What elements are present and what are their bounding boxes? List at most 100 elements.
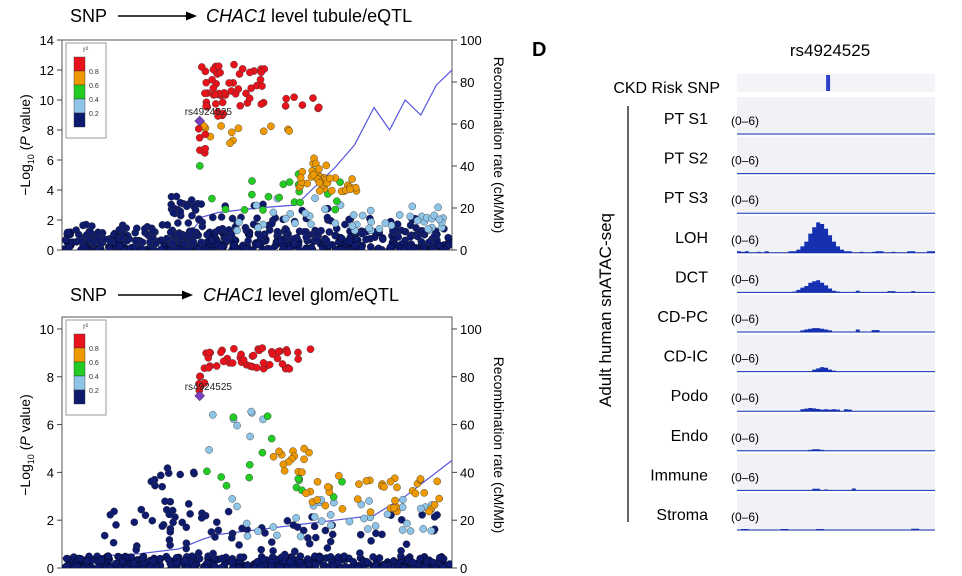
snp-point (97, 556, 106, 565)
snp-point (367, 537, 375, 545)
snp-point (325, 174, 334, 183)
snp-point (300, 455, 308, 464)
snp-point (197, 63, 206, 71)
snp-point (256, 75, 265, 84)
snp-point (245, 460, 254, 469)
snp-point (329, 561, 338, 568)
y-tick-label: 8 (47, 370, 54, 385)
y-tick-label: 2 (47, 213, 54, 228)
snp-point (438, 563, 447, 568)
snp-point (117, 233, 126, 242)
snp-point (375, 554, 384, 562)
snp-point (259, 127, 268, 136)
snp-point (321, 501, 330, 510)
snp-point (327, 521, 335, 530)
snp-point (321, 526, 330, 535)
y-tick-label: 2 (47, 513, 54, 528)
track-name: Stroma (656, 507, 708, 524)
snp-point (109, 538, 118, 547)
snp-point (200, 379, 209, 387)
snp-point (194, 125, 203, 133)
snp-point (132, 545, 140, 554)
track-range: (0–6) (731, 272, 759, 286)
snp-point (402, 540, 411, 549)
snp-point (366, 243, 375, 250)
snp-point (281, 102, 290, 110)
snp-point (419, 525, 428, 533)
snp-point (386, 243, 395, 250)
track-background (737, 295, 935, 333)
snp-point (400, 245, 409, 250)
snp-point (310, 522, 319, 531)
group-label: Adult human snATAC-seq (596, 213, 615, 407)
snp-point (327, 186, 336, 195)
snp-point (399, 564, 408, 568)
snp-point (294, 348, 302, 357)
snp-point (137, 505, 146, 514)
snp-point (214, 62, 223, 70)
snp-point (217, 348, 225, 357)
snp-point (226, 139, 234, 147)
snp-point (181, 556, 189, 565)
snp-point (79, 564, 88, 568)
snp-point (358, 211, 367, 220)
snp-point (234, 124, 243, 133)
track-name: PT S2 (664, 151, 708, 168)
snp-point (267, 122, 275, 131)
snp-point (411, 489, 420, 498)
snp-point (240, 206, 249, 214)
snp-point (205, 348, 214, 357)
snp-point (280, 466, 289, 475)
snp-point (245, 473, 253, 482)
snp-point (176, 198, 185, 207)
snp-point (285, 127, 294, 135)
snp-point (290, 93, 298, 101)
track-range: (0–6) (731, 312, 759, 326)
snp-point (366, 508, 375, 516)
snp-point (409, 558, 417, 567)
glom-ylabel: −Log10 (P value) (17, 394, 36, 496)
snp-point (156, 471, 165, 480)
snp-point (203, 467, 211, 476)
atac-track: PT S2 (0–6) (664, 136, 935, 175)
snp-point (195, 133, 204, 142)
snp-point (365, 224, 373, 233)
snp-point (243, 561, 252, 568)
snp-point (217, 243, 226, 250)
snp-point (301, 209, 310, 218)
snp-point (180, 239, 189, 248)
tubule-lead-snp-label: rs4924525 (185, 107, 233, 118)
snp-point (349, 558, 358, 566)
snp-point (294, 355, 303, 363)
panel-letter: D (532, 39, 546, 61)
snp-point (225, 79, 233, 87)
snp-point (138, 553, 147, 562)
snp-point (212, 518, 221, 527)
snp-point (380, 483, 388, 491)
track-range: (0–6) (731, 193, 759, 207)
track-background (737, 255, 935, 294)
snp-point (310, 513, 319, 521)
legend-tick-label: 0.4 (89, 97, 99, 104)
snp-point (408, 202, 417, 211)
snp-point (230, 344, 238, 353)
snp-point (208, 194, 216, 203)
snp-point (289, 235, 298, 243)
snp-point (167, 200, 175, 209)
snp-point (281, 214, 290, 223)
track-background (737, 136, 935, 175)
snp-point (230, 241, 238, 250)
snp-point (403, 519, 411, 528)
y2-tick-label: 100 (460, 33, 482, 48)
snp-point (323, 213, 332, 222)
track-range: (0–6) (731, 431, 759, 445)
snp-point (296, 198, 305, 207)
track-name: CD-PC (657, 309, 708, 326)
snp-point (238, 65, 247, 73)
legend-color-swatch (73, 56, 86, 72)
tubule-legend-box (65, 42, 107, 139)
snp-point (152, 239, 160, 248)
snp-point (323, 544, 332, 552)
snp-point (201, 89, 209, 98)
